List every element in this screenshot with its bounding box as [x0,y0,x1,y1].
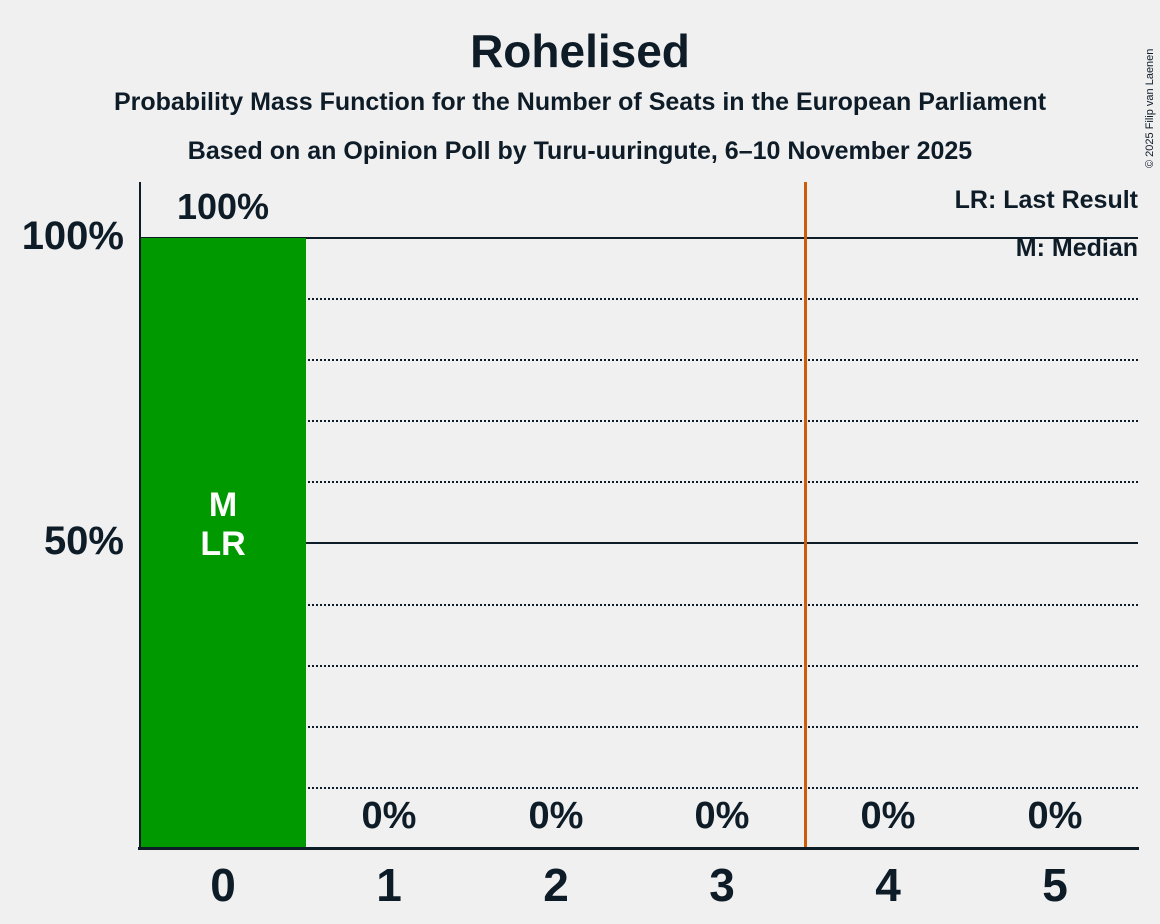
gridline-solid-50 [140,542,1138,544]
median-marker: M [208,486,238,524]
xtick-3: 3 [709,859,735,911]
value-label-3: 0% [694,795,750,837]
gridline-dotted-30 [140,665,1138,667]
xtick-5: 5 [1042,859,1068,911]
page-title: Rohelised [470,25,690,77]
xtick-1: 1 [376,859,402,911]
gridline-dotted-20 [140,726,1138,728]
xtick-0: 0 [210,859,236,911]
value-label-4: 0% [860,795,916,837]
majority-threshold-line [804,182,807,847]
value-label-5: 0% [1027,795,1083,837]
chart-source-line: Based on an Opinion Poll by Turu-uuringu… [187,137,973,165]
bar-seats-0 [141,238,306,847]
ytick-50: 50% [43,519,124,563]
value-label-0: 100% [176,186,270,227]
gridline-dotted-60 [140,481,1138,483]
x-axis-line [138,847,1139,850]
ytick-100: 100% [21,214,124,258]
legend-median: M: Median [1015,234,1138,262]
last-result-marker: LR [200,525,246,563]
xtick-2: 2 [543,859,569,911]
gridline-dotted-40 [140,604,1138,606]
value-label-1: 0% [361,795,417,837]
gridline-dotted-90 [140,298,1138,300]
xtick-4: 4 [875,859,901,911]
gridline-dotted-80 [140,359,1138,361]
y-axis-line [139,182,141,848]
chart-subtitle: Probability Mass Function for the Number… [113,88,1047,116]
bar-0-markers: M LR [140,486,306,564]
copyright-notice: © 2025 Filip van Laenen [1144,48,1156,168]
gridline-solid-100 [140,237,1138,239]
gridline-dotted-70 [140,420,1138,422]
gridline-dotted-10 [140,787,1138,789]
value-label-2: 0% [528,795,584,837]
legend-last-result: LR: Last Result [954,186,1138,214]
